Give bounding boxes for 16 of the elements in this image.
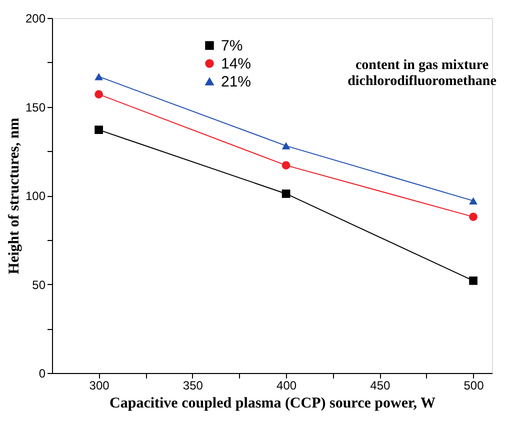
y-tick-label: 50 [32,278,46,292]
legend-label: 14% [221,56,252,72]
y-tick-label: 100 [25,189,46,203]
x-tick-label: 350 [182,378,204,392]
x-axis-title: Capacitive coupled plasma (CCP) source power, W [110,396,436,412]
y-tick-label: 150 [25,100,46,114]
y-axis-title: Height of structures, nm [6,117,22,274]
x-tick-label: 300 [89,378,110,392]
x-tick-label: 400 [276,378,297,392]
legend-label: 21% [221,74,252,90]
y-tick-label: 200 [25,12,46,26]
legend-label: 7% [221,38,243,54]
x-tick-label: 500 [464,378,484,392]
annotation: content in gas mixture dichlorodifluoromethane [348,58,496,89]
x-tick-label: 450 [370,378,390,392]
y-tick-label: 0 [38,366,46,380]
